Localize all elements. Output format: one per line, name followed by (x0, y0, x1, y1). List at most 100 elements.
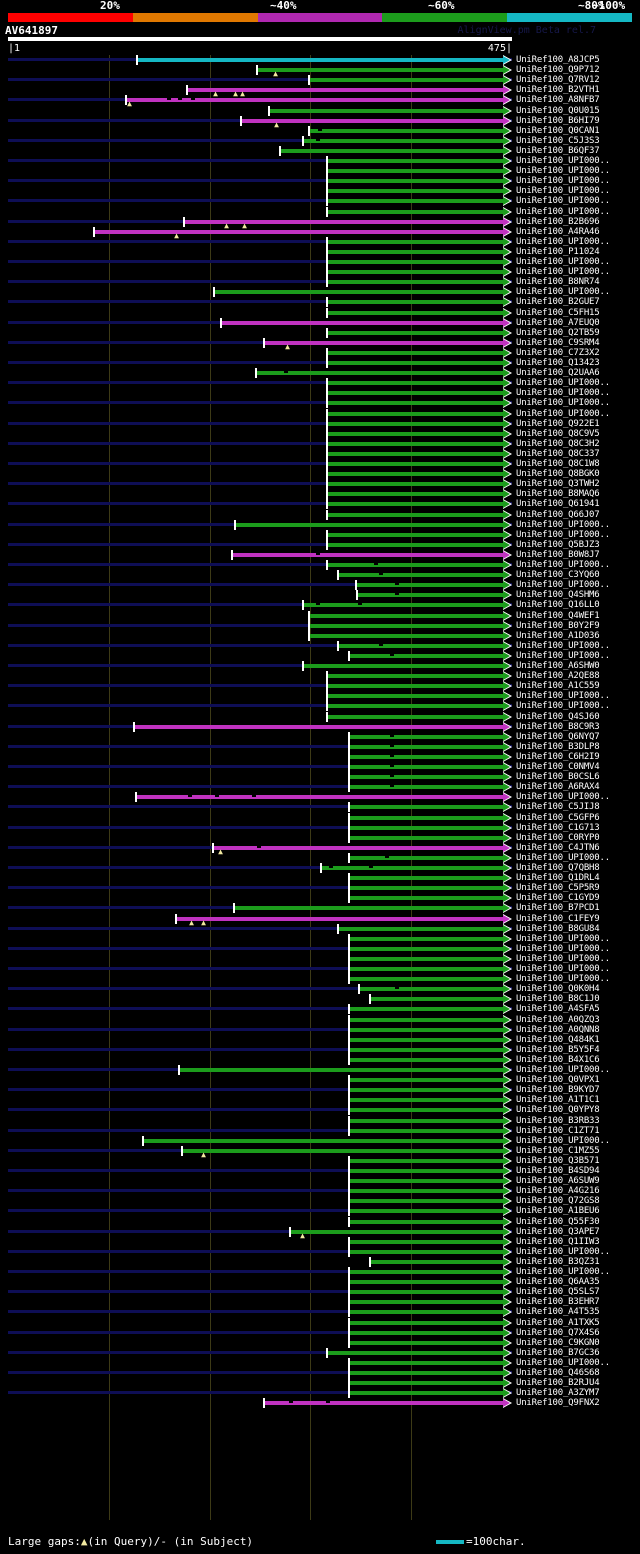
subject-label[interactable]: UniRef100_UPI000.. (516, 196, 610, 206)
subject-label[interactable]: UniRef100_B8GU84 (516, 924, 600, 934)
alignment-row[interactable] (8, 782, 512, 792)
subject-label[interactable]: UniRef100_UPI000.. (516, 1247, 610, 1257)
alignment-bar[interactable] (348, 1105, 512, 1115)
alignment-row[interactable]: ▲ ▲ (8, 217, 512, 230)
alignment-row[interactable] (8, 176, 512, 186)
alignment-bar[interactable] (348, 1378, 512, 1388)
alignment-bar[interactable] (348, 813, 512, 823)
alignment-row[interactable] (8, 297, 512, 307)
alignment-row[interactable]: ▲ (8, 65, 512, 78)
alignment-row[interactable] (8, 1358, 512, 1368)
subject-label[interactable]: UniRef100_Q0U015 (516, 106, 600, 116)
subject-label[interactable]: UniRef100_C0RYP0 (516, 833, 600, 843)
alignment-bar[interactable] (133, 722, 512, 732)
alignment-row[interactable] (8, 903, 512, 913)
alignment-bar[interactable] (326, 348, 512, 358)
subject-label[interactable]: UniRef100_UPI000.. (516, 388, 610, 398)
alignment-row[interactable] (8, 580, 512, 590)
alignment-bar[interactable] (326, 712, 512, 722)
alignment-bar[interactable] (348, 1004, 512, 1014)
alignment-bar[interactable] (348, 1338, 512, 1348)
alignment-bar[interactable] (348, 1277, 512, 1287)
alignment-row[interactable] (8, 641, 512, 651)
alignment-row[interactable] (8, 1025, 512, 1035)
alignment-row[interactable] (8, 1368, 512, 1378)
alignment-bar[interactable] (348, 944, 512, 954)
alignment-row[interactable] (8, 853, 512, 863)
alignment-row[interactable] (8, 974, 512, 984)
subject-label[interactable]: UniRef100_UPI000.. (516, 701, 610, 711)
alignment-bar[interactable] (348, 1237, 512, 1247)
alignment-row[interactable] (8, 590, 512, 600)
subject-label[interactable]: UniRef100_Q0CAN1 (516, 126, 600, 136)
subject-label[interactable]: UniRef100_Q55F30 (516, 1217, 600, 1227)
alignment-bar[interactable] (302, 600, 512, 610)
alignment-row[interactable] (8, 419, 512, 429)
alignment-bar[interactable] (326, 701, 512, 711)
subject-label[interactable]: UniRef100_UPI000.. (516, 853, 610, 863)
subject-label[interactable]: UniRef100_B2RJU4 (516, 1378, 600, 1388)
alignment-row[interactable] (8, 802, 512, 812)
alignment-bar[interactable] (326, 277, 512, 287)
subject-label[interactable]: UniRef100_C5J3S3 (516, 136, 600, 146)
alignment-row[interactable] (8, 358, 512, 368)
subject-label[interactable]: UniRef100_Q0K0H4 (516, 984, 600, 994)
subject-label[interactable]: UniRef100_Q4SJ60 (516, 712, 600, 722)
subject-label[interactable]: UniRef100_B2B696 (516, 217, 600, 227)
subject-label[interactable]: UniRef100_Q6NYQ7 (516, 732, 600, 742)
alignment-row[interactable] (8, 1166, 512, 1176)
alignment-bar[interactable] (348, 1358, 512, 1368)
alignment-row[interactable] (8, 621, 512, 631)
subject-label[interactable]: UniRef100_Q8C1W8 (516, 459, 600, 469)
alignment-row[interactable]: ▲ (8, 1146, 512, 1159)
subject-label[interactable]: UniRef100_Q8BGK0 (516, 469, 600, 479)
alignment-bar[interactable] (302, 136, 512, 146)
alignment-bar[interactable] (289, 1227, 512, 1237)
alignment-bar[interactable] (348, 883, 512, 893)
alignment-row[interactable] (8, 237, 512, 247)
subject-label[interactable]: UniRef100_Q7RV12 (516, 75, 600, 85)
alignment-row[interactable] (8, 823, 512, 833)
alignment-row[interactable] (8, 136, 512, 146)
subject-label[interactable]: UniRef100_A4G216 (516, 1186, 600, 1196)
subject-label[interactable]: UniRef100_A6SUW9 (516, 1176, 600, 1186)
alignment-bar[interactable] (135, 792, 512, 802)
alignment-row[interactable] (8, 833, 512, 843)
alignment-bar[interactable] (308, 126, 512, 136)
alignment-bar[interactable] (326, 681, 512, 691)
alignment-row[interactable] (8, 712, 512, 722)
alignment-row[interactable] (8, 1045, 512, 1055)
alignment-bar[interactable] (348, 1247, 512, 1257)
alignment-row[interactable]: ▲ (8, 95, 512, 108)
subject-label[interactable]: UniRef100_UPI000.. (516, 237, 610, 247)
alignment-bar[interactable] (178, 1065, 512, 1075)
alignment-bar[interactable] (268, 106, 512, 116)
alignment-bar[interactable] (348, 1015, 512, 1025)
alignment-row[interactable] (8, 1065, 512, 1075)
alignment-row[interactable] (8, 560, 512, 570)
subject-label[interactable]: UniRef100_UPI000.. (516, 409, 610, 419)
alignment-bar[interactable] (348, 772, 512, 782)
alignment-bar[interactable] (213, 287, 512, 297)
alignment-row[interactable]: ▲ (8, 116, 512, 129)
alignment-bar[interactable] (326, 186, 512, 196)
subject-label[interactable]: UniRef100_Q7QBH8 (516, 863, 600, 873)
subject-label[interactable]: UniRef100_A1D036 (516, 631, 600, 641)
subject-label[interactable]: UniRef100_C3YQ60 (516, 570, 600, 580)
alignment-bar[interactable] (326, 409, 512, 419)
alignment-bar[interactable] (348, 1267, 512, 1277)
alignment-row[interactable] (8, 752, 512, 762)
subject-label[interactable]: UniRef100_UPI000.. (516, 156, 610, 166)
alignment-row[interactable] (8, 1186, 512, 1196)
alignment-row[interactable] (8, 893, 512, 903)
alignment-row[interactable] (8, 883, 512, 893)
alignment-row[interactable] (8, 328, 512, 338)
alignment-row[interactable] (8, 1307, 512, 1317)
alignment-row[interactable] (8, 600, 512, 610)
subject-label[interactable]: UniRef100_B4SD94 (516, 1166, 600, 1176)
alignment-bar[interactable] (348, 1045, 512, 1055)
alignment-bar[interactable] (348, 1297, 512, 1307)
alignment-row[interactable] (8, 308, 512, 318)
subject-label[interactable]: UniRef100_Q7X4S6 (516, 1328, 600, 1338)
subject-label[interactable]: UniRef100_Q9FNX2 (516, 1398, 600, 1408)
